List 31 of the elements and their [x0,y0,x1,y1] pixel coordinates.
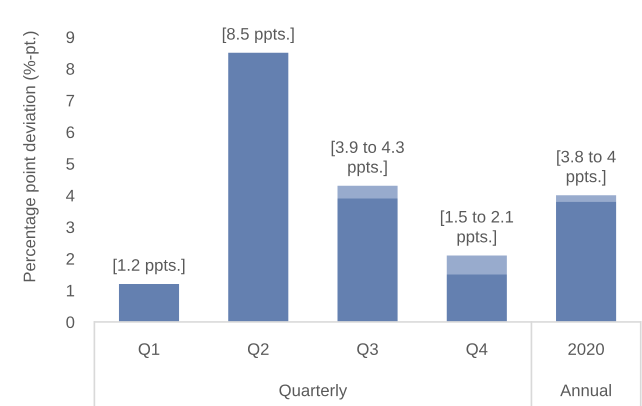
bar [118,284,180,322]
y-axis-title: Percentage point deviation (%-pt.) [23,32,39,282]
bar [556,195,616,202]
y-tick-label: 0 [66,316,74,328]
y-tick-label: 9 [66,31,74,44]
annotation: [3.8 to 4 ppts.] [557,150,616,186]
text: Quarterly [279,384,348,400]
bar [446,274,507,322]
y-tick-label: 8 [66,63,74,75]
x-tick-label: 2020 [568,343,604,356]
x-tick-label: Q1 [138,343,160,358]
y-tick-label: 2 [66,253,74,265]
x-tick-label: Q4 [466,343,488,358]
y-tick-label: 6 [66,126,74,138]
annotation: [1.2 ppts.] [114,258,184,274]
text: Annual [560,384,611,396]
annotation: [1.5 to 2.1 ppts.] [440,210,514,246]
y-tick-label: 5 [66,158,74,170]
y-tick-label: 4 [66,190,74,202]
x-tick-label: Q3 [357,343,378,358]
bar [228,52,288,322]
bar [556,202,616,322]
bar [337,198,398,322]
y-tick-label: 3 [66,221,74,234]
bar [446,255,507,274]
annotation: [3.9 to 4.3 ppts.] [332,140,404,176]
x-tick-label: Q2 [248,343,269,358]
bar [337,186,398,198]
y-tick-label: 7 [66,94,74,106]
y-tick-label: 1 [66,284,74,296]
annotation: [8.5 ppts.] [222,28,294,44]
